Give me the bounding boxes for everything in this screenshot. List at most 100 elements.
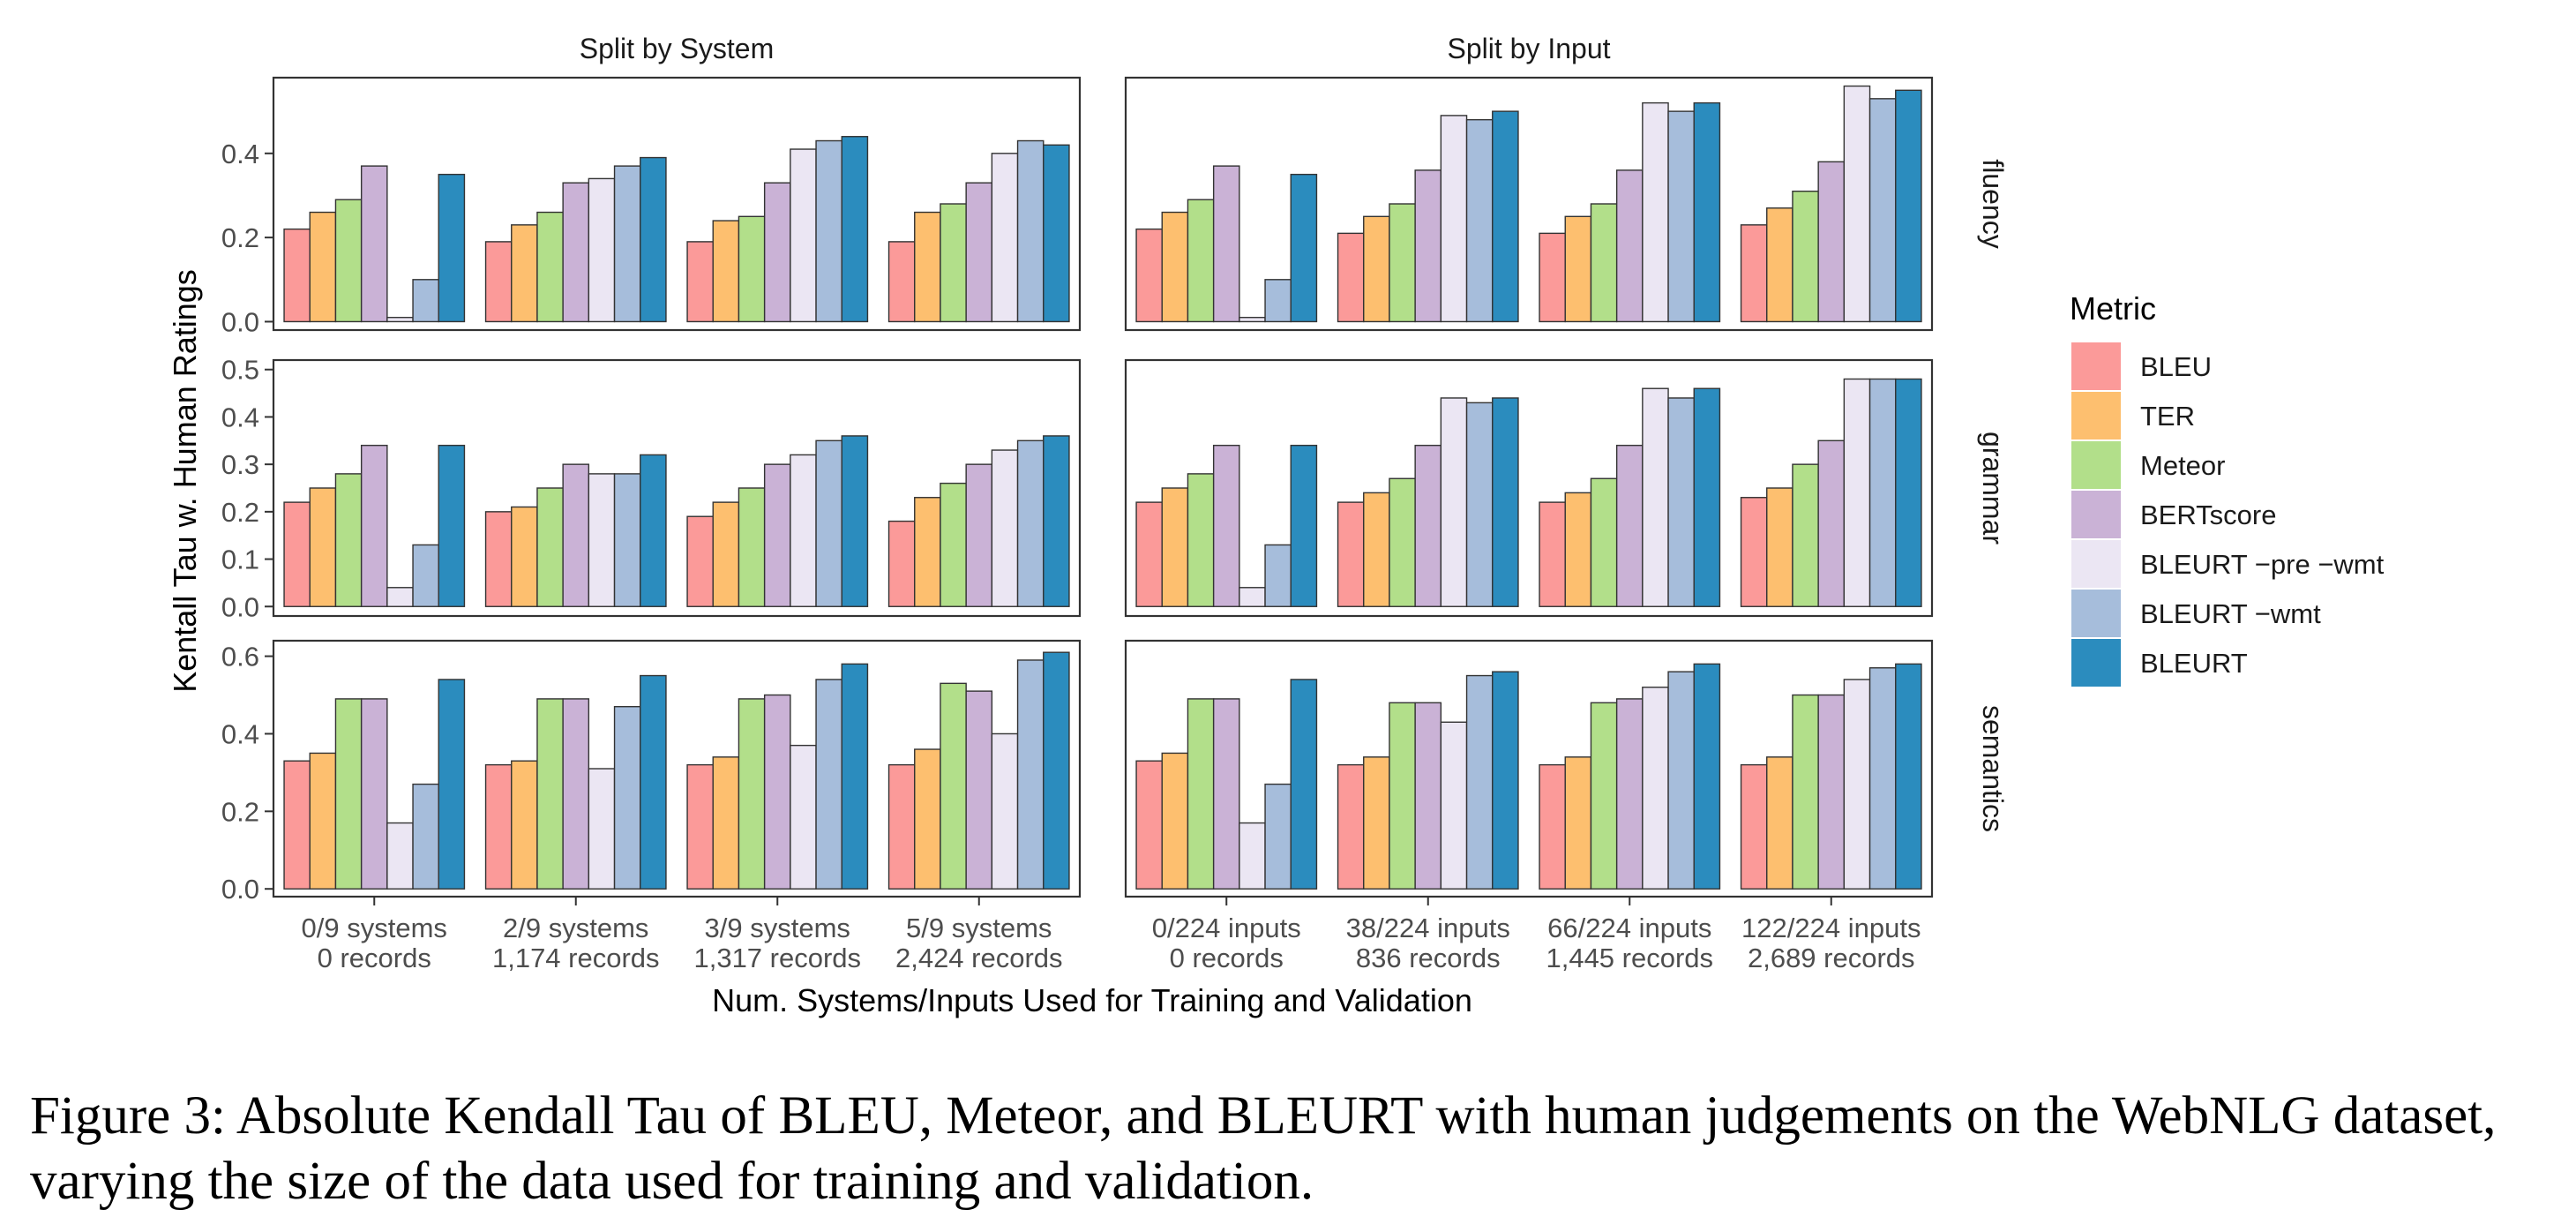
x-tick-label: 0 records [318, 943, 431, 973]
bar-grammar-split-by-input-1-bleurt-pre-wmt [1440, 397, 1468, 607]
legend-swatch-ter [2071, 392, 2121, 439]
panel-grammar-split-by-system [272, 358, 1082, 618]
bar-fluency-split-by-system-1-meteor [536, 211, 564, 323]
bar-fluency-split-by-input-3-bleu [1740, 224, 1768, 323]
bar-grammar-split-by-system-2-bleurt-wmt [815, 439, 842, 607]
legend-label-bertscore: BERTscore [2140, 500, 2277, 530]
bar-semantics-split-by-input-1-meteor [1389, 702, 1416, 890]
bar-grammar-split-by-input-2-bleurt [1693, 387, 1721, 607]
bar-semantics-split-by-system-1-meteor [536, 698, 564, 890]
y-tick-label: 0.0 [221, 874, 259, 905]
bar-grammar-split-by-system-0-bleurt-pre-wmt [386, 587, 414, 607]
bar-semantics-split-by-input-1-bleurt-wmt [1465, 674, 1494, 890]
bar-grammar-split-by-input-1-bleurt-wmt [1465, 402, 1494, 607]
bar-grammar-split-by-input-3-bleurt [1895, 378, 1922, 607]
bar-semantics-split-by-system-2-meteor [738, 698, 766, 890]
bar-grammar-split-by-input-0-bleu [1135, 501, 1163, 607]
bar-semantics-split-by-system-0-bleurt [438, 679, 466, 890]
legend-swatch-bleurt [2071, 639, 2121, 687]
x-tick-label: 836 records [1356, 943, 1501, 973]
bar-grammar-split-by-system-1-bleu [484, 511, 513, 607]
bar-fluency-split-by-system-2-bleurt-wmt [815, 139, 842, 323]
bar-fluency-split-by-input-1-ter [1363, 215, 1390, 323]
bar-fluency-split-by-input-3-bleurt-pre-wmt [1843, 85, 1871, 323]
bar-semantics-split-by-system-1-bertscore [562, 698, 590, 890]
bar-grammar-split-by-system-3-bleurt-wmt [1016, 439, 1045, 607]
bar-semantics-split-by-input-3-ter [1766, 756, 1793, 890]
bar-semantics-split-by-input-3-bertscore [1817, 694, 1846, 890]
bar-grammar-split-by-input-3-bleurt-wmt [1868, 378, 1897, 607]
bar-semantics-split-by-system-0-bleurt-pre-wmt [386, 822, 414, 890]
bar-grammar-split-by-system-1-bleurt-wmt [613, 473, 641, 607]
bar-fluency-split-by-system-0-bertscore [360, 165, 388, 323]
bar-grammar-split-by-system-0-meteor [334, 473, 363, 607]
x-tick-label: 122/224 inputs [1741, 913, 1921, 943]
x-tick-label: 0/224 inputs [1152, 913, 1301, 943]
bar-fluency-split-by-system-3-bertscore [965, 182, 993, 323]
legend-label-meteor: Meteor [2140, 450, 2225, 481]
bar-fluency-split-by-system-2-ter [712, 220, 740, 323]
bar-semantics-split-by-input-2-meteor [1590, 702, 1618, 890]
x-tick-label: 3/9 systems [705, 913, 850, 943]
bar-fluency-split-by-input-0-bleu [1135, 228, 1163, 323]
bar-fluency-split-by-system-3-bleurt [1043, 144, 1070, 323]
bar-semantics-split-by-system-1-bleurt-pre-wmt [588, 768, 616, 890]
bar-fluency-split-by-system-3-meteor [940, 203, 967, 323]
bar-grammar-split-by-input-1-bleurt [1492, 397, 1519, 607]
y-tick-label: 0.3 [221, 449, 259, 480]
bar-fluency-split-by-system-0-bleurt [438, 173, 466, 323]
y-tick-label: 0.1 [221, 545, 259, 575]
bar-fluency-split-by-system-2-bleurt-pre-wmt [790, 148, 817, 323]
bar-fluency-split-by-system-3-ter [914, 211, 941, 323]
y-tick-label: 0.4 [221, 718, 259, 749]
bar-fluency-split-by-input-1-bertscore [1414, 169, 1442, 323]
bar-semantics-split-by-system-2-bertscore [763, 694, 791, 890]
bar-semantics-split-by-input-0-ter [1161, 752, 1189, 890]
bar-fluency-split-by-input-0-bleurt [1290, 173, 1318, 323]
legend-swatch-meteor [2071, 441, 2121, 489]
bar-grammar-split-by-system-3-ter [914, 497, 941, 607]
bar-semantics-split-by-input-1-bleu [1337, 763, 1365, 890]
bar-semantics-split-by-system-1-ter [511, 760, 538, 890]
bar-grammar-split-by-system-1-bleurt-pre-wmt [588, 473, 616, 607]
bar-fluency-split-by-input-2-bleurt-wmt [1667, 110, 1695, 323]
facet-row-label-semantics: semantics [1977, 705, 2009, 832]
bar-grammar-split-by-input-2-bleu [1539, 501, 1566, 607]
bar-grammar-split-by-system-0-bertscore [360, 444, 388, 607]
bar-fluency-split-by-system-2-bleurt [841, 136, 869, 323]
bar-grammar-split-by-system-3-bleu [887, 520, 916, 607]
y-tick-label: 0.0 [221, 306, 259, 337]
bar-fluency-split-by-input-3-bleurt [1895, 89, 1922, 323]
bar-fluency-split-by-system-1-bleu [484, 241, 513, 323]
bar-semantics-split-by-input-2-bleu [1539, 763, 1566, 890]
bar-fluency-split-by-system-0-bleurt-pre-wmt [386, 317, 414, 323]
bar-semantics-split-by-input-3-bleurt [1895, 663, 1922, 890]
bar-grammar-split-by-system-0-bleurt-wmt [412, 544, 439, 607]
legend-label-bleu: BLEU [2140, 351, 2212, 382]
bar-semantics-split-by-input-1-bertscore [1414, 702, 1442, 890]
bar-semantics-split-by-input-1-ter [1363, 756, 1390, 890]
bar-semantics-split-by-system-2-bleurt-wmt [815, 679, 842, 890]
bar-grammar-split-by-system-1-ter [511, 506, 538, 607]
bar-grammar-split-by-system-2-bertscore [763, 463, 791, 607]
legend-swatch-bleurt-wmt [2071, 590, 2121, 637]
bar-semantics-split-by-system-2-bleurt [841, 663, 869, 890]
bar-grammar-split-by-input-1-ter [1363, 492, 1390, 607]
x-tick-label: 5/9 systems [906, 913, 1052, 943]
bar-grammar-split-by-system-2-bleurt-pre-wmt [790, 454, 817, 607]
bar-grammar-split-by-input-0-bertscore [1212, 444, 1240, 607]
legend-swatch-bertscore [2071, 491, 2121, 538]
bar-fluency-split-by-input-0-ter [1161, 211, 1189, 323]
bar-fluency-split-by-input-3-bleurt-wmt [1868, 98, 1897, 323]
y-axis-title: Kentall Tau w. Human Ratings [167, 269, 203, 693]
bar-grammar-split-by-input-2-bleurt-wmt [1667, 397, 1695, 607]
bar-semantics-split-by-system-3-bleurt-pre-wmt [991, 732, 1019, 890]
y-tick-label: 0.5 [221, 355, 259, 386]
bar-semantics-split-by-input-0-bertscore [1212, 698, 1240, 890]
bar-fluency-split-by-input-1-bleurt-wmt [1465, 118, 1494, 323]
bar-semantics-split-by-system-1-bleurt-wmt [613, 705, 641, 890]
bar-fluency-split-by-input-0-bertscore [1212, 165, 1240, 323]
panel-fluency-split-by-input [1124, 76, 1934, 332]
bar-fluency-split-by-input-1-meteor [1389, 203, 1416, 323]
bar-grammar-split-by-system-2-bleu [686, 515, 714, 607]
